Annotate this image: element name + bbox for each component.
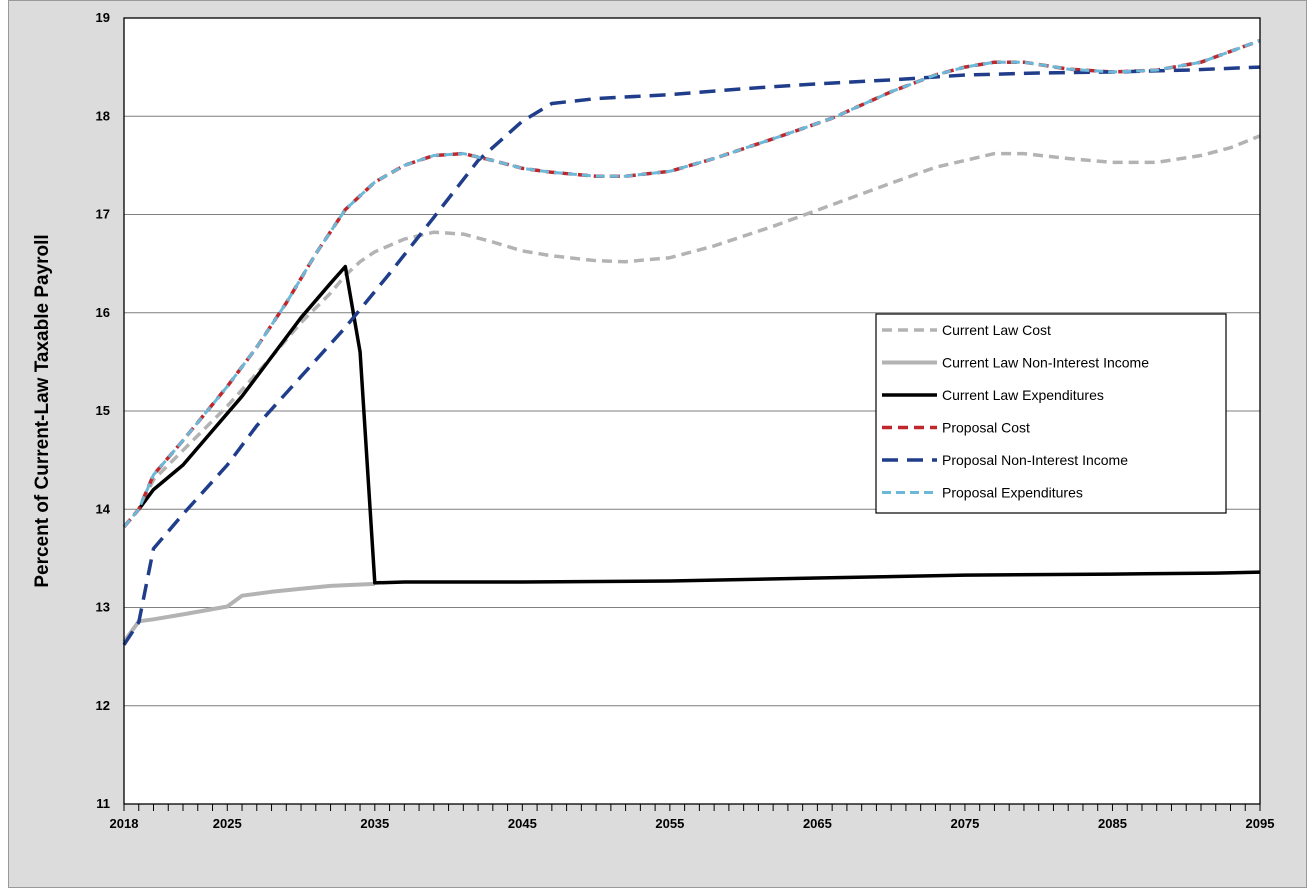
- y-tick-label: 18: [96, 108, 110, 123]
- x-tick-label: 2055: [655, 816, 684, 831]
- legend-label: Proposal Non-Interest Income: [942, 452, 1128, 468]
- x-tick-label: 2075: [950, 816, 979, 831]
- x-tick-label: 2025: [213, 816, 242, 831]
- y-tick-label: 17: [96, 207, 110, 222]
- legend-label: Current Law Non-Interest Income: [942, 355, 1149, 371]
- y-tick-label: 15: [96, 403, 110, 418]
- series-line-3: [137, 264, 1261, 585]
- series-line-2: [122, 581, 375, 644]
- legend-label: Proposal Expenditures: [942, 485, 1083, 501]
- x-tick-label: 2085: [1098, 816, 1127, 831]
- x-tick-label: 2035: [360, 816, 389, 831]
- legend-box: [875, 313, 1227, 514]
- legend-label: Current Law Cost: [942, 322, 1051, 338]
- y-axis-title: Percent of Current-Law Taxable Payroll: [32, 234, 53, 587]
- series-lines: [122, 38, 1261, 646]
- y-tick-label: 11: [96, 796, 110, 811]
- legend-label: Proposal Cost: [942, 420, 1030, 436]
- x-tick-label: 2095: [1246, 816, 1275, 831]
- legend: Current Law Cost Current Law Non-Interest…: [875, 313, 1227, 514]
- y-tick-label: 13: [96, 600, 110, 615]
- series-line-6: [122, 39, 1261, 528]
- y-tick-label: 19: [96, 10, 110, 25]
- y-tick-label: 16: [96, 305, 110, 320]
- series-line-5: [122, 65, 1261, 646]
- y-tick-labels: 11 12 13 14 15 16 17 18 19: [96, 10, 111, 811]
- series-line-4: [122, 38, 1261, 529]
- x-tick-label: 2065: [803, 816, 832, 831]
- x-tick-label: 2045: [508, 816, 537, 831]
- x-tick-label: 2018: [110, 816, 139, 831]
- legend-label: Current Law Expenditures: [942, 387, 1104, 403]
- x-tick-labels: 2018 2025 2035 2045 2055 2065 2075 2085 2095: [110, 816, 1275, 831]
- y-tick-label: 14: [96, 501, 111, 516]
- x-axis-ticks: [123, 804, 1261, 811]
- y-tick-label: 12: [96, 698, 110, 713]
- plot-border: [123, 17, 1261, 805]
